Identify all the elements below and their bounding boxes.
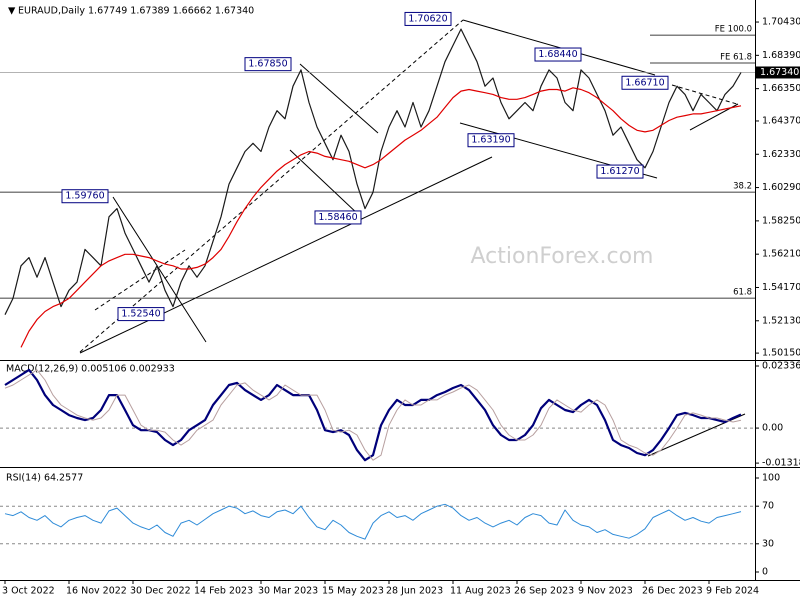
level-label: FE 61.8 — [720, 53, 752, 63]
y-tick-label: 0 — [762, 567, 768, 578]
series-line — [4, 28, 742, 315]
y-tick-label: 1.56210 — [762, 249, 800, 260]
y-tick-label: 1.62330 — [762, 149, 800, 160]
annotation-box — [534, 47, 582, 62]
last-price-label: 1.67340 — [760, 67, 799, 78]
annotation-box — [117, 307, 165, 322]
annotation-box — [467, 133, 515, 148]
menu-arrow: ▼ — [8, 6, 16, 17]
x-tick-label: 11 Aug 2023 — [450, 586, 511, 597]
y-tick-label: 1.70430 — [762, 17, 800, 28]
trend-line — [112, 196, 207, 343]
series-line — [20, 87, 742, 348]
x-tick-label: 30 Dec 2022 — [130, 586, 191, 597]
rsi-title: RSI(14) 64.2577 — [6, 473, 83, 484]
x-tick-label: 26 Dec 2023 — [642, 586, 703, 597]
annotation-label: 1.66710 — [625, 77, 664, 88]
y-tick-label: 30 — [762, 538, 774, 549]
x-tick-label: 16 Nov 2022 — [66, 586, 127, 597]
y-tick-label: 70 — [762, 501, 774, 512]
trend-line — [671, 84, 738, 105]
annotation-box — [314, 210, 362, 225]
y-tick-label: -0.013186 — [762, 458, 800, 469]
trend-line — [79, 19, 464, 353]
trend-line — [299, 63, 379, 134]
annotation-label: 1.59760 — [65, 191, 104, 202]
chart-title: EURAUD,Daily — [18, 6, 85, 17]
x-tick-label: 9 Nov 2023 — [578, 586, 633, 597]
annotation-box — [61, 189, 109, 204]
y-tick-label: 1.54170 — [762, 282, 800, 293]
y-tick-label: 1.52130 — [762, 315, 800, 326]
annotation-label: 1.63190 — [471, 135, 510, 146]
ohlc-values: 1.67749 1.67389 1.66662 1.67340 — [88, 6, 254, 17]
x-tick-label: 9 Feb 2024 — [706, 586, 759, 597]
y-tick-label: 100 — [762, 472, 780, 483]
x-tick-label: 3 Oct 2022 — [2, 586, 55, 597]
macd-title: MACD(12,26,9) 0.005106 0.002933 — [6, 364, 175, 375]
level-label: 38.2 — [733, 182, 752, 192]
y-tick-label: 1.60290 — [762, 182, 800, 193]
series-line — [4, 368, 742, 462]
x-tick-label: 15 May 2023 — [322, 586, 384, 597]
watermark: ActionForex.com — [471, 244, 654, 269]
annotation-label: 1.67850 — [248, 59, 287, 70]
trend-line — [289, 149, 361, 217]
series-line — [4, 503, 742, 540]
y-tick-label: 0.023366 — [762, 361, 800, 372]
annotation-box — [244, 57, 292, 72]
y-tick-label: 1.68390 — [762, 50, 800, 61]
y-tick-label: 1.64370 — [762, 115, 800, 126]
y-tick-label: 0.00 — [762, 423, 783, 434]
annotation-label: 1.58460 — [318, 212, 357, 223]
annotation-box — [596, 164, 644, 179]
annotation-label: 1.61270 — [600, 166, 639, 177]
y-tick-label: 1.66350 — [762, 83, 800, 94]
series-line — [4, 369, 742, 461]
x-tick-label: 26 Sep 2023 — [514, 586, 574, 597]
x-tick-label: 14 Feb 2023 — [194, 586, 253, 597]
annotation-box — [621, 75, 669, 90]
x-tick-label: 30 Mar 2023 — [258, 586, 318, 597]
level-label: 61.8 — [733, 288, 752, 298]
trend-line — [462, 19, 656, 76]
last-price-box — [756, 66, 800, 79]
x-tick-label: 28 Jun 2023 — [386, 586, 443, 597]
annotation-label: 1.68440 — [538, 49, 577, 60]
annotation-label: 1.52540 — [121, 309, 160, 320]
annotation-box — [404, 11, 452, 26]
annotation-label: 1.70620 — [408, 13, 447, 24]
level-label: FE 100.0 — [715, 25, 752, 35]
y-tick-label: 1.50150 — [762, 348, 800, 359]
y-tick-label: 1.58250 — [762, 215, 800, 226]
